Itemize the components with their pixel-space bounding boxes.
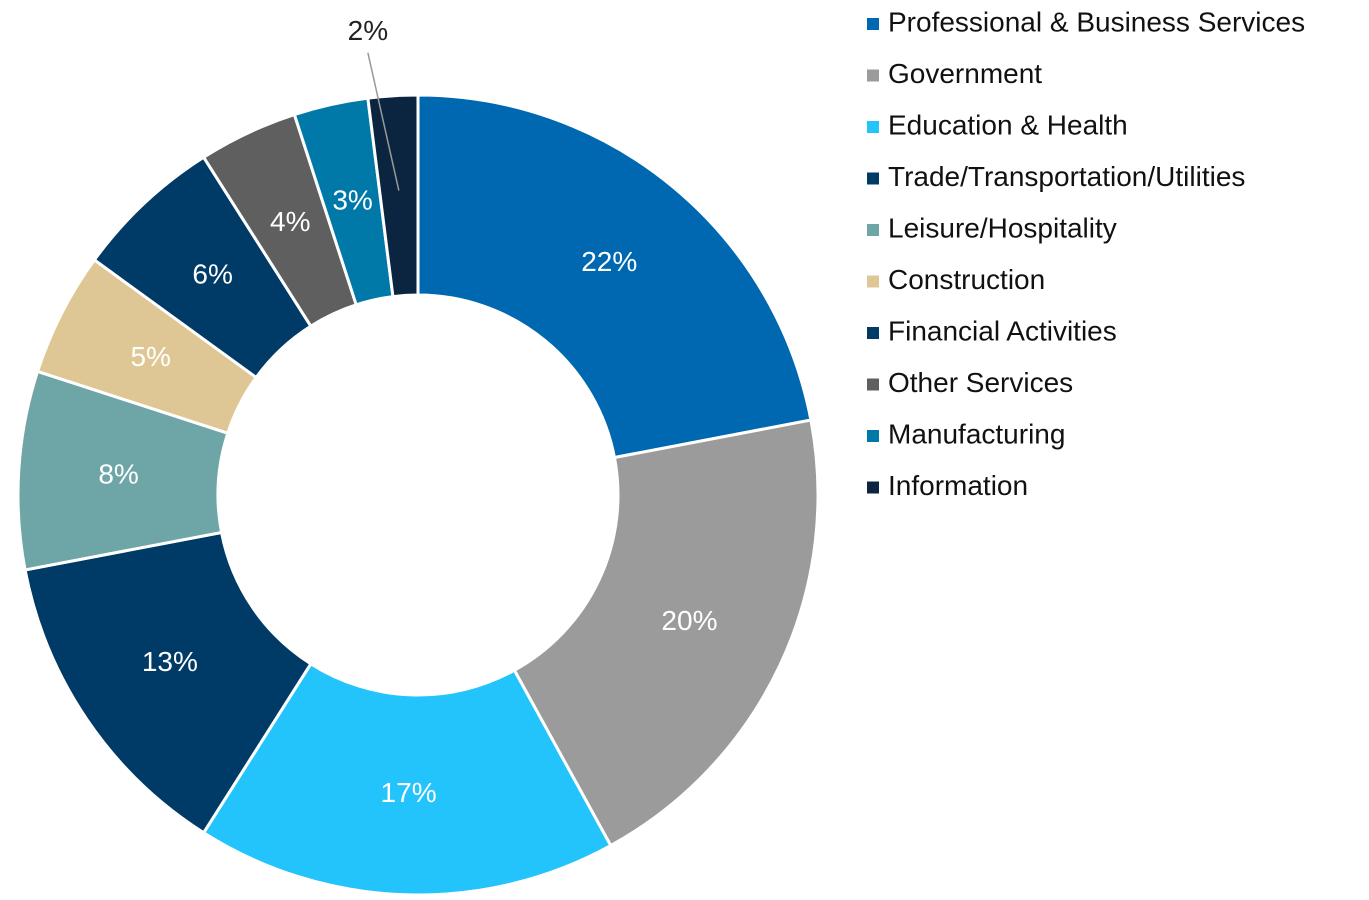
legend-label: Professional & Business Services — [888, 6, 1305, 37]
data-label: 22% — [581, 246, 637, 277]
legend-label: Leisure/Hospitality — [888, 212, 1117, 243]
legend-label: Other Services — [888, 367, 1073, 398]
legend-label: Financial Activities — [888, 315, 1117, 346]
data-label: 13% — [142, 646, 198, 677]
legend-swatch — [867, 378, 879, 391]
donut-slice — [23, 530, 313, 835]
legend-label: Trade/Transportation/Utilities — [888, 161, 1245, 192]
legend-swatch — [867, 327, 879, 339]
data-label: 5% — [130, 341, 170, 372]
legend-swatch — [867, 121, 879, 133]
legend-label: Construction — [888, 264, 1045, 295]
donut-slice — [512, 418, 820, 848]
data-label: 3% — [332, 185, 372, 216]
donut-slice — [366, 93, 420, 299]
data-label: 20% — [661, 605, 717, 636]
legend-swatch — [867, 224, 879, 236]
data-label: 8% — [98, 459, 138, 490]
legend-swatch — [867, 172, 879, 185]
legend-swatch — [867, 481, 879, 494]
legend-swatch — [867, 69, 879, 82]
donut-slice — [201, 661, 613, 897]
legend-swatch — [867, 275, 879, 288]
donut-slice — [416, 93, 813, 460]
legend-label: Information — [888, 470, 1028, 501]
legend-swatch — [867, 430, 879, 442]
legend-label: Education & Health — [888, 109, 1128, 140]
data-label: 4% — [270, 206, 310, 237]
data-label: 2% — [348, 15, 388, 46]
legend-label: Manufacturing — [888, 418, 1065, 449]
data-label: 6% — [192, 259, 232, 290]
legend-label: Government — [888, 58, 1042, 89]
legend-swatch — [867, 18, 879, 30]
leader-line — [367, 52, 400, 191]
data-label: 17% — [381, 777, 437, 808]
